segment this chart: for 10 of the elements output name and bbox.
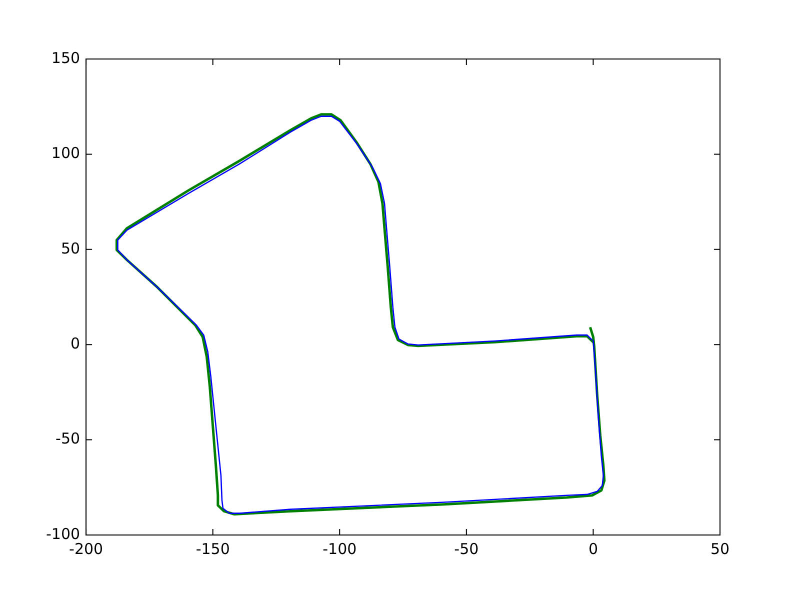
y-tick-label: 50 <box>60 239 80 258</box>
y-tick-label: 0 <box>70 334 80 352</box>
x-tick-label: 0 <box>588 540 598 558</box>
x-tick-label: -150 <box>196 540 230 558</box>
y-tick-label: 100 <box>51 144 80 162</box>
y-tick-label: 150 <box>51 48 80 67</box>
y-tick-label: -50 <box>56 430 80 448</box>
x-tick-label: -100 <box>322 540 357 558</box>
x-tick-label: 50 <box>710 540 730 558</box>
x-tick-label: -50 <box>454 540 479 558</box>
